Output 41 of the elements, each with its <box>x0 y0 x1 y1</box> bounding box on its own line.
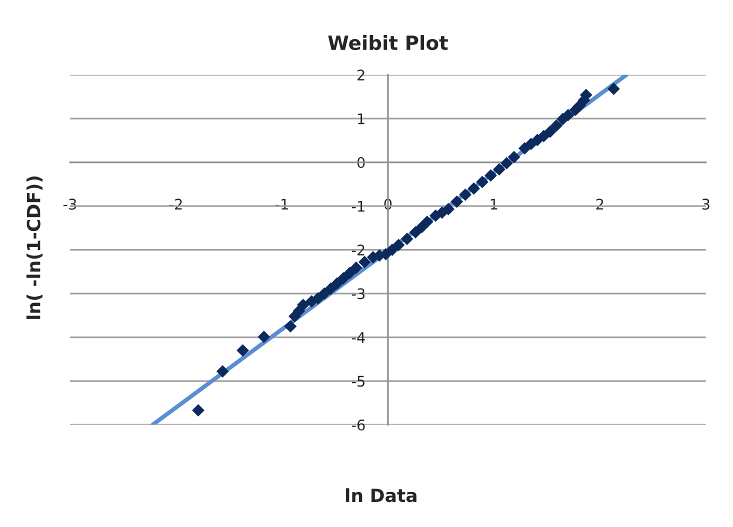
y-tick-label: -3 <box>352 288 365 300</box>
y-tick-label: -2 <box>352 244 364 256</box>
x-tick-label: 3 <box>702 198 710 210</box>
point <box>324 282 337 295</box>
x-axis-title: ln Data <box>346 488 416 502</box>
point <box>607 82 620 96</box>
y-axis-title: ln( -ln(1-CDF)) <box>26 176 43 319</box>
y-tick-label: -6 <box>352 419 365 431</box>
point <box>450 195 464 208</box>
point <box>484 169 497 182</box>
point <box>476 176 488 188</box>
point <box>318 287 331 300</box>
point <box>337 272 350 284</box>
point <box>296 298 310 312</box>
point <box>500 156 513 170</box>
point <box>409 226 422 239</box>
point <box>459 188 472 201</box>
y-tick-label: -4 <box>352 332 365 343</box>
chart-title: Weibit Plot <box>328 35 448 50</box>
point <box>350 262 362 274</box>
point <box>236 344 249 357</box>
point <box>312 292 324 305</box>
point <box>192 404 204 417</box>
point <box>544 125 556 138</box>
y-tick-label: 2 <box>358 70 364 80</box>
point <box>468 182 480 195</box>
point <box>400 232 414 246</box>
point <box>258 330 270 344</box>
point <box>358 256 371 268</box>
point <box>420 216 434 228</box>
y-tick-label: 1 <box>358 113 364 124</box>
point <box>284 320 297 333</box>
point <box>216 365 229 378</box>
x-tick-label: -3 <box>63 198 76 210</box>
y-tick-label: -5 <box>352 376 364 387</box>
point <box>442 202 455 216</box>
point <box>550 119 563 132</box>
point <box>493 163 506 176</box>
point <box>508 150 520 164</box>
point <box>344 266 356 280</box>
point <box>392 238 405 252</box>
